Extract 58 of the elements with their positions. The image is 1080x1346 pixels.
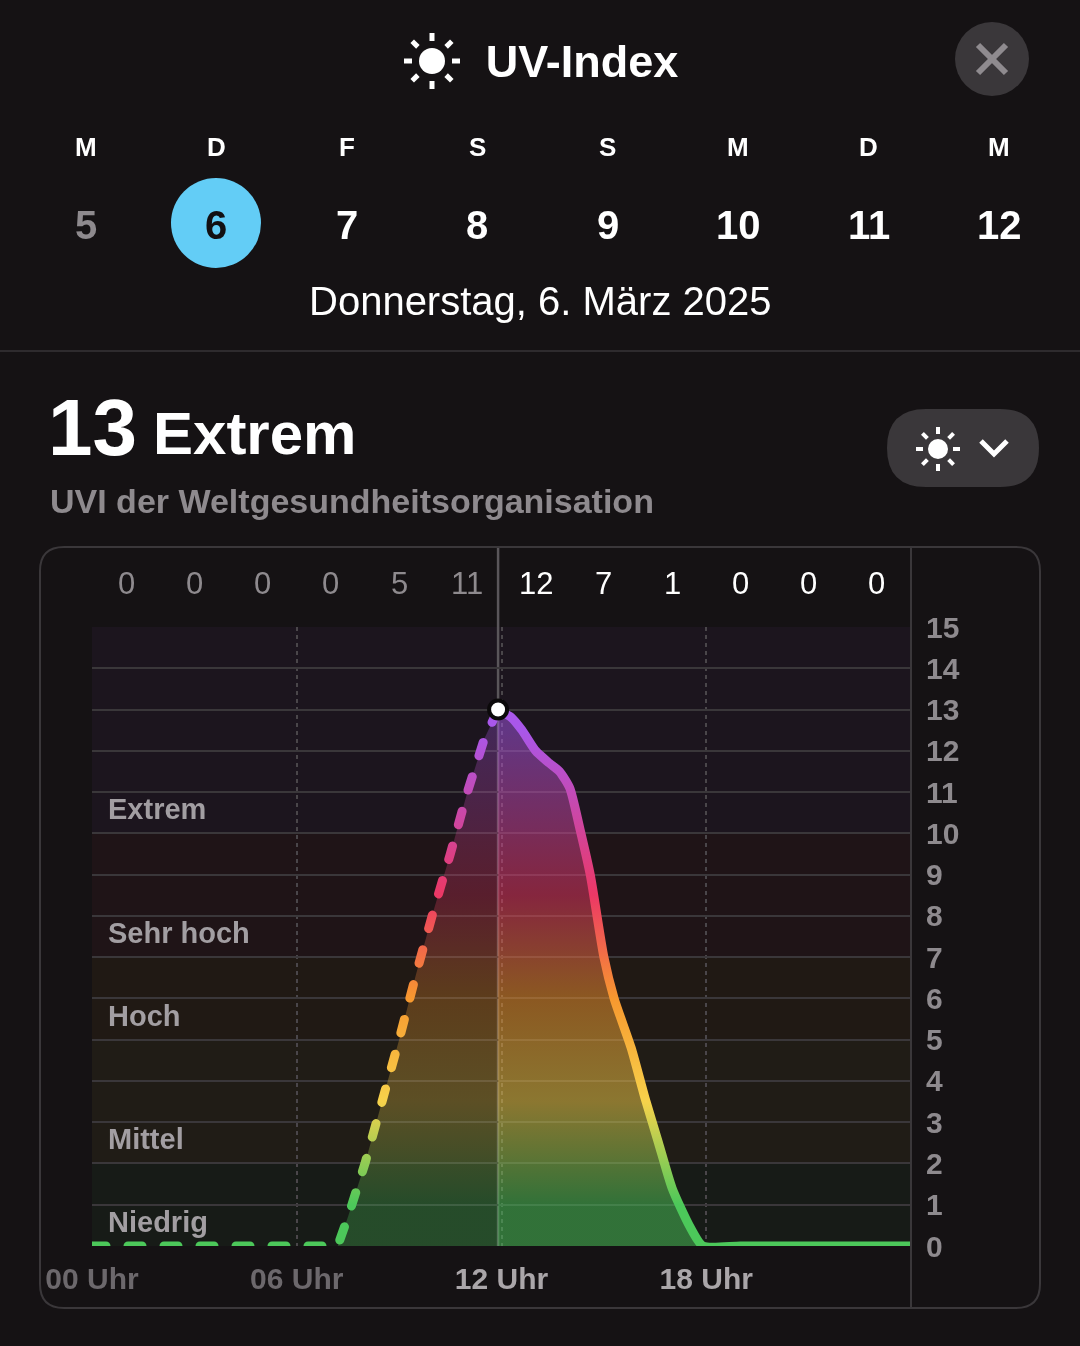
y-tick-label: 7 xyxy=(926,940,943,974)
text: 7 xyxy=(336,203,359,247)
y-tick-label: 8 xyxy=(926,899,943,933)
text: F xyxy=(339,132,355,162)
y-tick-label: 12 xyxy=(926,734,960,768)
text: 11 xyxy=(848,203,891,247)
text: 10 xyxy=(716,203,761,247)
y-tick-label: 0 xyxy=(926,1229,943,1263)
y-tick-label: 5 xyxy=(926,1023,943,1057)
text: Extrem xyxy=(153,400,357,467)
text: 0 xyxy=(800,566,818,601)
x-tick-label: 00 Uhr xyxy=(45,1262,140,1295)
y-tick-label: 2 xyxy=(926,1146,943,1180)
text: M xyxy=(988,132,1010,162)
y-tick-label: 10 xyxy=(926,816,960,850)
text: M xyxy=(75,132,97,162)
text: D xyxy=(859,132,878,162)
y-tick-label: 13 xyxy=(926,693,960,727)
band-label: Mittel xyxy=(108,1123,184,1155)
text: 7 xyxy=(595,566,613,601)
text: 0 xyxy=(186,566,204,601)
text: 5 xyxy=(391,566,409,601)
text: 0 xyxy=(322,566,340,601)
text: 13 xyxy=(48,383,137,472)
text: 9 xyxy=(597,203,620,247)
text: D xyxy=(207,132,226,162)
y-tick-label: 4 xyxy=(926,1064,943,1098)
text: 0 xyxy=(254,566,272,601)
band-label: Sehr hoch xyxy=(108,917,250,949)
text: S xyxy=(599,132,617,162)
x-tick-label: 18 Uhr xyxy=(659,1262,754,1295)
band-label: Extrem xyxy=(108,793,207,825)
text: S xyxy=(469,132,487,162)
text: 11 xyxy=(451,566,484,601)
y-tick-label: 1 xyxy=(926,1188,943,1222)
chart-subtitle: UVI der Weltgesundheitsorganisation xyxy=(50,482,654,520)
x-tick-label: 06 Uhr xyxy=(250,1262,344,1295)
chart-title: UV-Index xyxy=(485,35,679,87)
y-tick-label: 3 xyxy=(926,1105,943,1139)
y-tick-label: 11 xyxy=(926,775,958,809)
text: 6 xyxy=(205,203,228,247)
x-tick-label: 12 Uhr xyxy=(454,1262,549,1295)
text: 0 xyxy=(868,566,886,601)
y-tick-label: 6 xyxy=(926,981,943,1015)
text: 0 xyxy=(118,566,136,601)
band-label: Hoch xyxy=(108,1000,181,1032)
text: 12 xyxy=(977,203,1022,247)
text: 12 xyxy=(519,566,554,601)
band-label: Niedrig xyxy=(108,1206,208,1238)
text: 8 xyxy=(466,203,489,247)
text: 1 xyxy=(664,566,682,601)
y-tick-label: 9 xyxy=(926,858,943,892)
y-tick-label: 15 xyxy=(926,610,960,644)
text: Donnerstag, 6. März 2025 xyxy=(309,279,772,323)
text: M xyxy=(727,132,749,162)
y-tick-label: 14 xyxy=(926,651,960,685)
text: 5 xyxy=(75,203,98,247)
text: 0 xyxy=(732,566,750,601)
